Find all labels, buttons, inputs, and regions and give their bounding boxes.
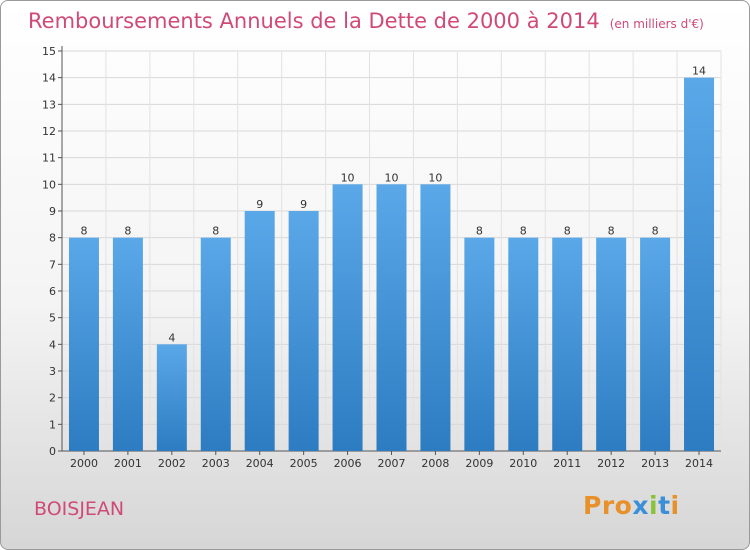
logo-letter: x [632,491,649,520]
y-tick-label: 10 [42,178,56,191]
x-tick-label: 2008 [421,457,449,470]
bar-2004 [244,211,275,451]
x-tick-label: 2003 [202,457,230,470]
x-tick-label: 2006 [334,457,362,470]
y-tick-label: 6 [49,285,56,298]
bar-layer [68,77,715,452]
data-label: 10 [341,171,355,184]
chart-title-text: Remboursements Annuels de la Dette de 20… [28,9,600,33]
logo-letter: r [601,491,615,520]
x-tick-label: 2014 [685,457,713,470]
bar-2001 [112,237,143,451]
logo-letter: i [649,491,659,520]
y-tick-label: 14 [42,72,56,85]
label-layer: 8 8 4 8 9 9 10 10 10 8 8 8 8 8 14 [80,65,706,345]
y-tick-label: 15 [42,45,56,58]
y-tick-label: 5 [49,312,56,325]
data-label: 9 [256,198,263,211]
data-label: 8 [652,225,659,238]
logo-letter: o [614,491,633,520]
data-label: 8 [80,225,87,238]
x-tick-label: 2004 [246,457,274,470]
data-label: 10 [428,171,442,184]
logo-letter: t [658,491,671,520]
bar-2011 [552,237,583,451]
data-label: 8 [476,225,483,238]
y-tick-label: 4 [49,338,56,351]
y-tick-label: 12 [42,125,56,138]
x-tick-label: 2012 [597,457,625,470]
x-tick-label: 2010 [509,457,537,470]
logo-letter: i [670,491,680,520]
data-label: 8 [564,225,571,238]
y-tick-label: 7 [49,258,56,271]
x-tick-label: 2000 [70,457,98,470]
bar-2000 [68,237,99,451]
place-name: BOISJEAN [34,498,125,520]
data-label: 8 [124,225,131,238]
bar-2007 [376,184,407,452]
x-tick-label: 2011 [553,457,581,470]
x-tick-label: 2009 [465,457,493,470]
bar-2006 [332,184,363,452]
proxiti-logo[interactable]: Proxiti [583,491,680,520]
bar-2003 [200,237,231,451]
bar-2008 [420,184,451,452]
y-tick-label: 0 [49,445,56,458]
bar-2014 [684,77,715,452]
chart-unit-note: (en milliers d'€) [609,17,704,31]
x-tick-label: 2007 [378,457,406,470]
x-tick-label: 2002 [158,457,186,470]
y-tick-label: 2 [49,392,56,405]
bar-2012 [596,237,627,451]
y-tick-label: 3 [49,365,56,378]
data-label: 8 [212,225,219,238]
bar-2013 [640,237,671,451]
x-tick-label: 2005 [290,457,318,470]
x-tick-label: 2001 [114,457,142,470]
chart-title: Remboursements Annuels de la Dette de 20… [28,9,704,33]
data-label: 10 [385,171,399,184]
data-label: 8 [520,225,527,238]
y-tick-label: 9 [49,205,56,218]
data-label: 4 [168,331,175,344]
bar-2002 [156,344,187,451]
bar-2009 [464,237,495,451]
data-label: 14 [692,65,706,78]
bar-2010 [508,237,539,451]
x-tick-label: 2013 [641,457,669,470]
bar-2005 [288,211,319,451]
data-label: 9 [300,198,307,211]
logo-letter: P [583,491,602,520]
y-tick-label: 13 [42,98,56,111]
data-label: 8 [608,225,615,238]
y-tick-label: 8 [49,232,56,245]
y-tick-label: 1 [49,418,56,431]
y-tick-label: 11 [42,152,56,165]
